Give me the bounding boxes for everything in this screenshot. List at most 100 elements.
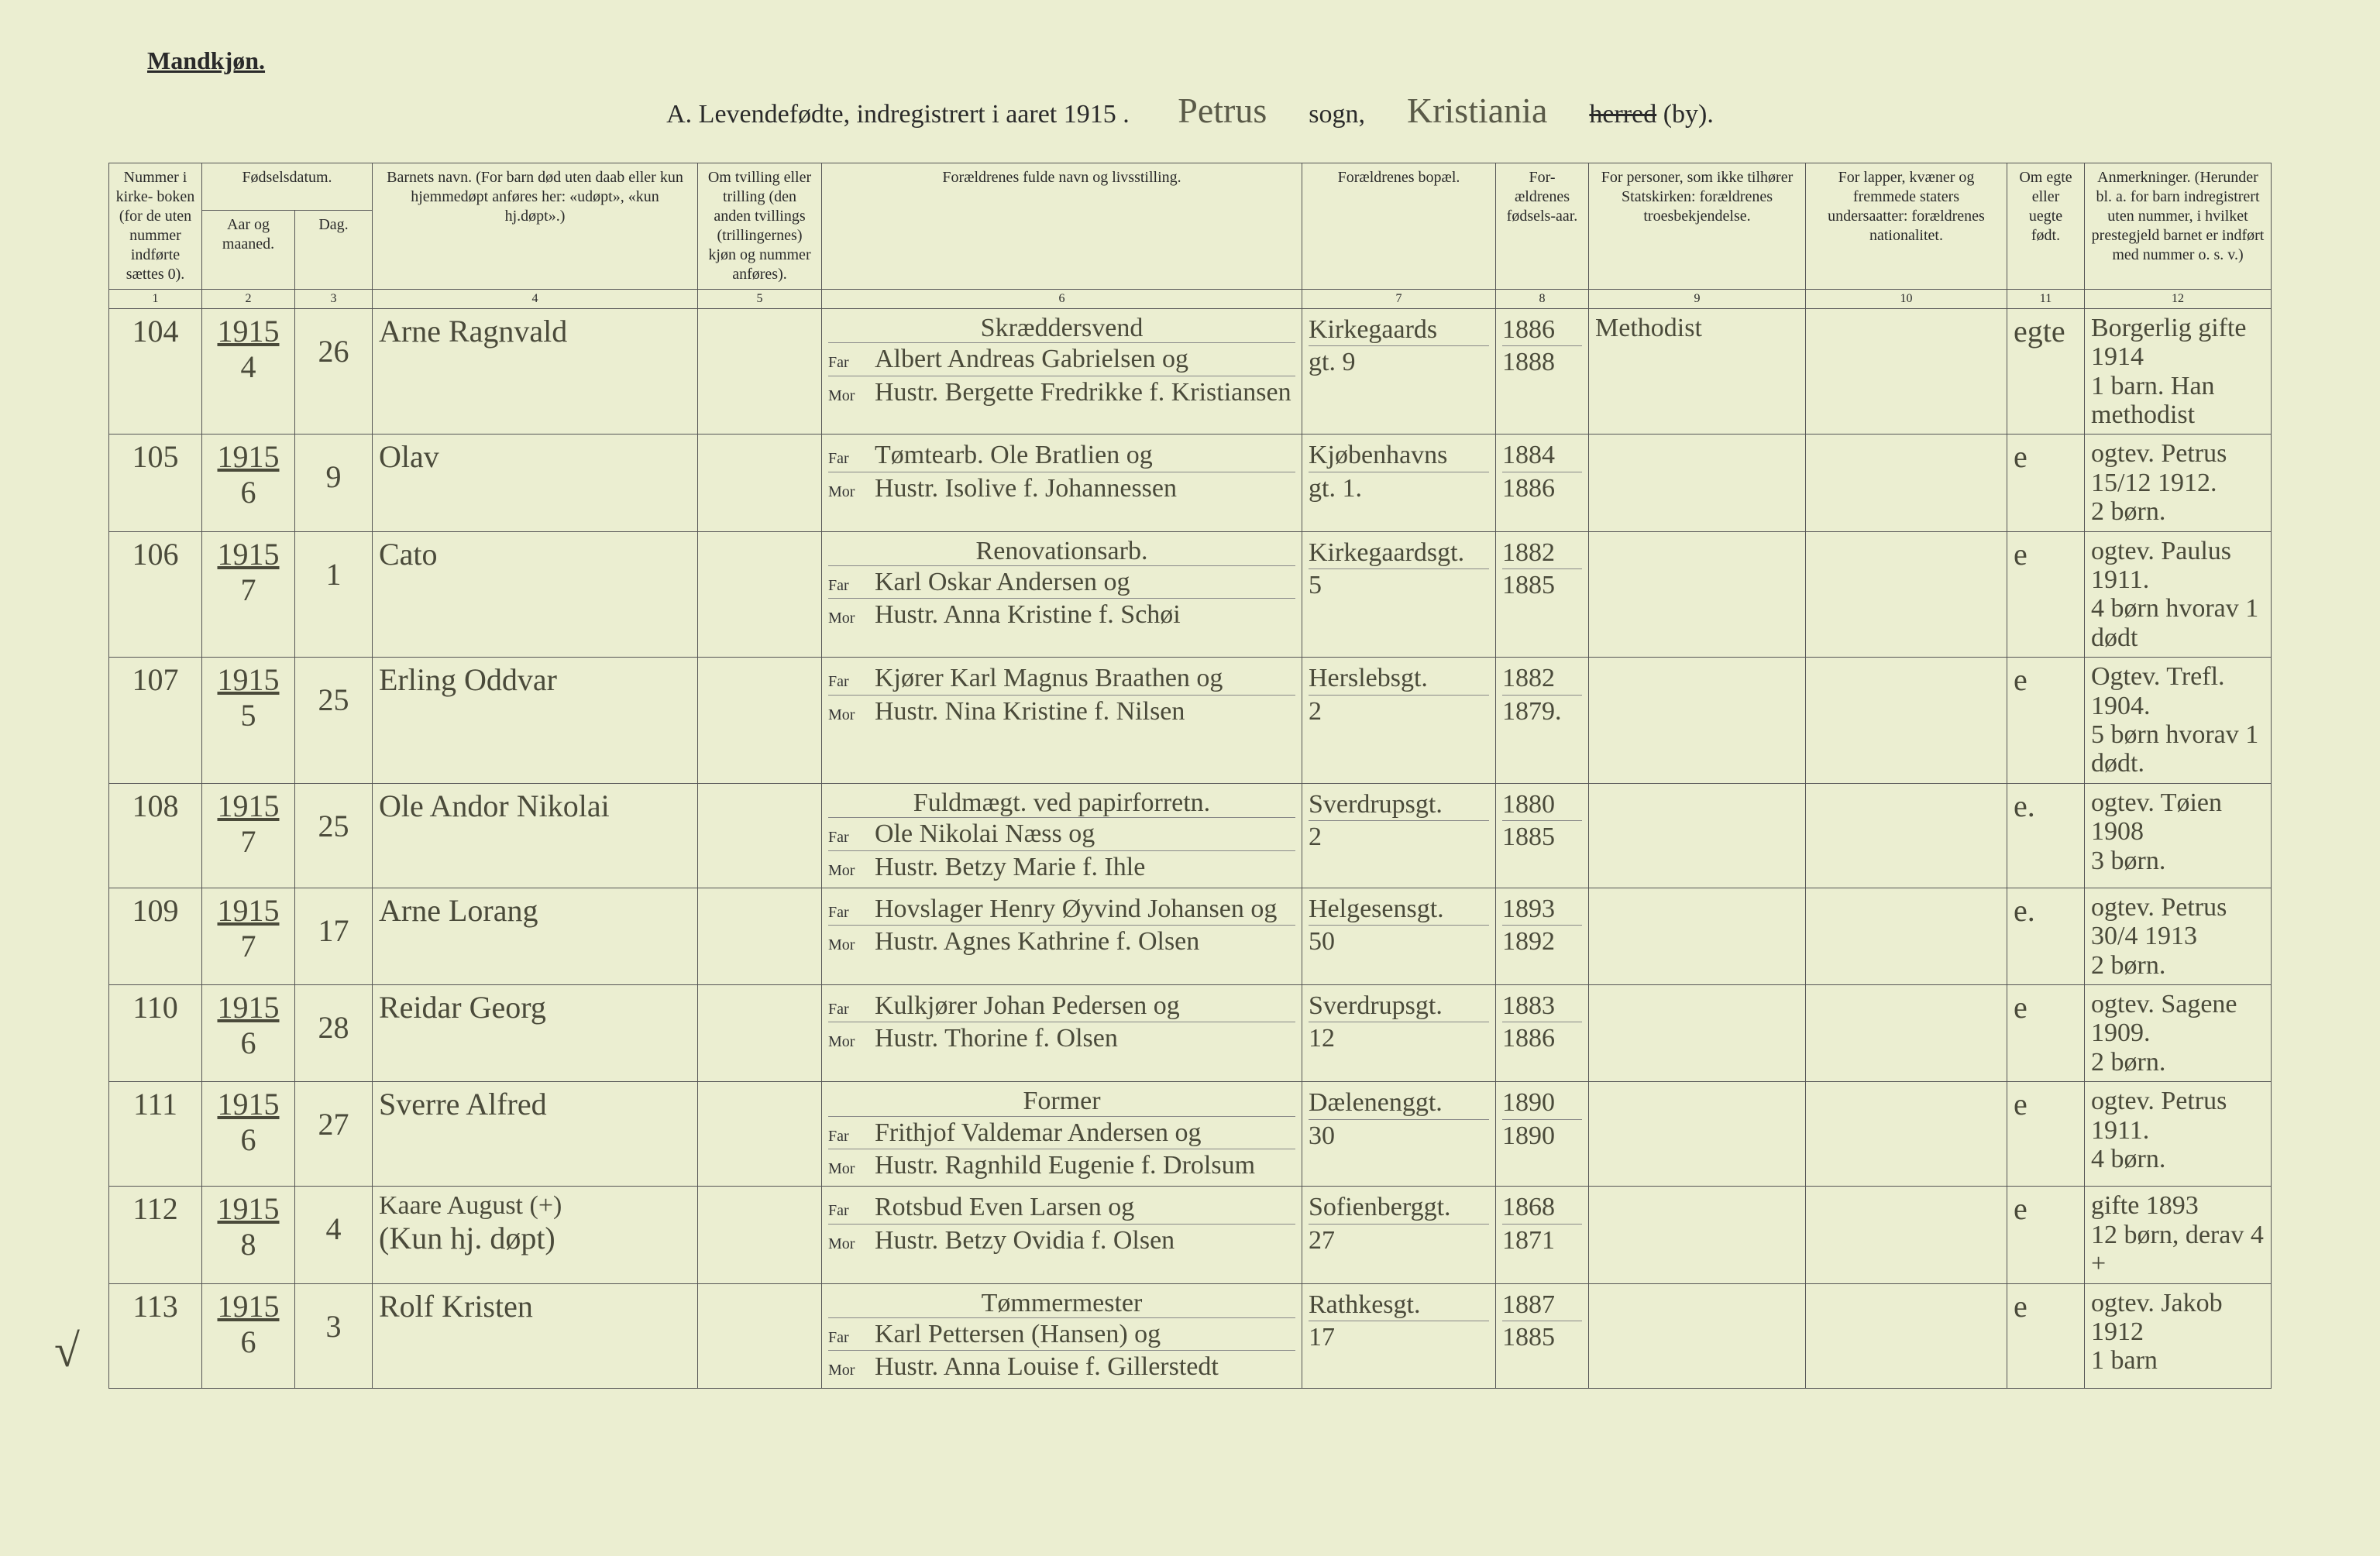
day-value: 3 — [326, 1309, 342, 1344]
father-birth-year: 1890 — [1502, 1087, 1582, 1119]
day-cell: 25 — [295, 658, 373, 784]
church-value — [1595, 893, 1602, 922]
table-row: 113 1915 6 3 Rolf Kristen Tømmermester F… — [109, 1283, 2272, 1388]
year-value: 1915 — [208, 1191, 288, 1227]
colnum-2: 2 — [202, 289, 295, 308]
address-far: Herslebsgt. — [1309, 662, 1489, 695]
father-occupation: Tømmermester — [828, 1289, 1295, 1318]
mor-label: Mor — [828, 1160, 875, 1178]
twin-cell — [698, 308, 822, 435]
title-year-digit: 5 — [1103, 100, 1116, 129]
church-value: Methodist — [1595, 314, 1702, 342]
notes-line-1: ogtev. Petrus 1911. — [2091, 1087, 2265, 1145]
table-row: 111 1915 6 27 Sverre Alfred Former Far F… — [109, 1082, 2272, 1187]
entry-number-value: 108 — [132, 788, 179, 823]
table-row: 104 1915 4 26 Arne Ragnvald Skræddersven… — [109, 308, 2272, 435]
address-cell: Dælenenggt. 30 — [1302, 1082, 1496, 1187]
address-mor: 27 — [1309, 1225, 1489, 1256]
legitimacy-value: e. — [2014, 893, 2035, 928]
twin-value — [704, 662, 711, 691]
father-birth-year: 1893 — [1502, 893, 1582, 926]
entry-number: 112 — [109, 1187, 202, 1283]
child-name-extra: Kaare August (+) — [379, 1191, 691, 1220]
church-value — [1595, 537, 1602, 565]
year-value: 1915 — [208, 990, 288, 1025]
father-birth-year: 1887 — [1502, 1289, 1582, 1321]
child-name-value: Sverre Alfred — [379, 1087, 691, 1122]
year-month-cell: 1915 6 — [202, 985, 295, 1082]
twin-cell — [698, 985, 822, 1082]
entry-number: 104 — [109, 308, 202, 435]
far-label: Far — [828, 829, 875, 847]
day-value: 27 — [318, 1107, 349, 1142]
notes-cell: ogtev. Paulus 1911. 4 børn hvorav 1 dødt — [2085, 531, 2272, 658]
year-value: 1915 — [208, 439, 288, 475]
herred-struck: herred — [1589, 100, 1656, 129]
day-cell: 26 — [295, 308, 373, 435]
col-header-4: Barnets navn. (For barn død uten daab el… — [373, 163, 698, 289]
twin-value — [704, 314, 711, 342]
mother-birth-year: 1888 — [1502, 346, 1582, 378]
entry-number: 111 — [109, 1082, 202, 1187]
day-cell: 1 — [295, 531, 373, 658]
col-header-10: For lapper, kvæner og fremmede staters u… — [1806, 163, 2007, 289]
nationality-value — [1812, 788, 1819, 817]
notes-cell: ogtev. Sagene 1909. 2 børn. — [2085, 985, 2272, 1082]
mor-label: Mor — [828, 1362, 875, 1379]
father-name: Tømtearb. Ole Bratlien og — [875, 441, 1295, 469]
colnum-5: 5 — [698, 289, 822, 308]
mor-label: Mor — [828, 936, 875, 954]
address-far: Kirkegaards — [1309, 314, 1489, 346]
day-value: 25 — [318, 682, 349, 717]
address-cell: Kirkegaardsgt. 5 — [1302, 531, 1496, 658]
entry-number-value: 113 — [132, 1289, 178, 1324]
year-value: 1915 — [208, 314, 288, 349]
father-birth-year: 1882 — [1502, 537, 1582, 569]
legitimacy-cell: e — [2007, 1082, 2085, 1187]
sex-label: Mandkjøn. — [147, 46, 2272, 75]
col-header-11: Om egte eller uegte født. — [2007, 163, 2085, 289]
notes-line-2: 4 børn hvorav 1 dødt — [2091, 594, 2265, 652]
notes-line-1: gifte 1893 — [2091, 1191, 2265, 1220]
legitimacy-cell: e — [2007, 435, 2085, 531]
nationality-cell — [1806, 531, 2007, 658]
entry-number-value: 107 — [132, 662, 179, 697]
mother-name: Hustr. Betzy Ovidia f. Olsen — [875, 1226, 1295, 1255]
entry-number-value: 110 — [132, 990, 178, 1025]
entry-number-value: 112 — [132, 1191, 178, 1226]
nationality-cell — [1806, 1082, 2007, 1187]
twin-value — [704, 439, 711, 468]
district-handwritten: Kristiania — [1391, 91, 1563, 130]
nationality-value — [1812, 1087, 1819, 1115]
colnum-11: 11 — [2007, 289, 2085, 308]
twin-cell — [698, 435, 822, 531]
parents-cell: Far Tømtearb. Ole Bratlien og Mor Hustr.… — [822, 435, 1302, 531]
parents-cell: Far Kulkjører Johan Pedersen og Mor Hust… — [822, 985, 1302, 1082]
year-value: 1915 — [208, 1289, 288, 1324]
title-dot: . — [1116, 100, 1130, 129]
year-month-cell: 1915 4 — [202, 308, 295, 435]
far-label: Far — [828, 577, 875, 595]
address-far: Sverdrupsgt. — [1309, 788, 1489, 821]
mor-label: Mor — [828, 862, 875, 880]
col-header-date-top: Fødselsdatum. — [202, 163, 373, 210]
year-month-cell: 1915 5 — [202, 658, 295, 784]
legitimacy-cell: e — [2007, 985, 2085, 1082]
mother-birth-year: 1879. — [1502, 696, 1582, 727]
legitimacy-cell: e. — [2007, 783, 2085, 888]
day-value: 4 — [326, 1211, 342, 1246]
address-cell: Sverdrupsgt. 12 — [1302, 985, 1496, 1082]
col-header-12: Anmerkninger. (Herunder bl. a. for barn … — [2085, 163, 2272, 289]
colnum-8: 8 — [1496, 289, 1589, 308]
day-cell: 3 — [295, 1283, 373, 1388]
child-name-value: Arne Ragnvald — [379, 314, 691, 349]
church-cell — [1589, 783, 1806, 888]
twin-cell — [698, 888, 822, 984]
twin-cell — [698, 658, 822, 784]
address-cell: Rathkesgt. 17 — [1302, 1283, 1496, 1388]
notes-line-1: ogtev. Tøien 1908 — [2091, 788, 2265, 847]
church-value — [1595, 1087, 1602, 1115]
register-table: Nummer i kirke- boken (for de uten numme… — [108, 163, 2272, 1389]
colnum-9: 9 — [1589, 289, 1806, 308]
legitimacy-cell: e — [2007, 1187, 2085, 1283]
